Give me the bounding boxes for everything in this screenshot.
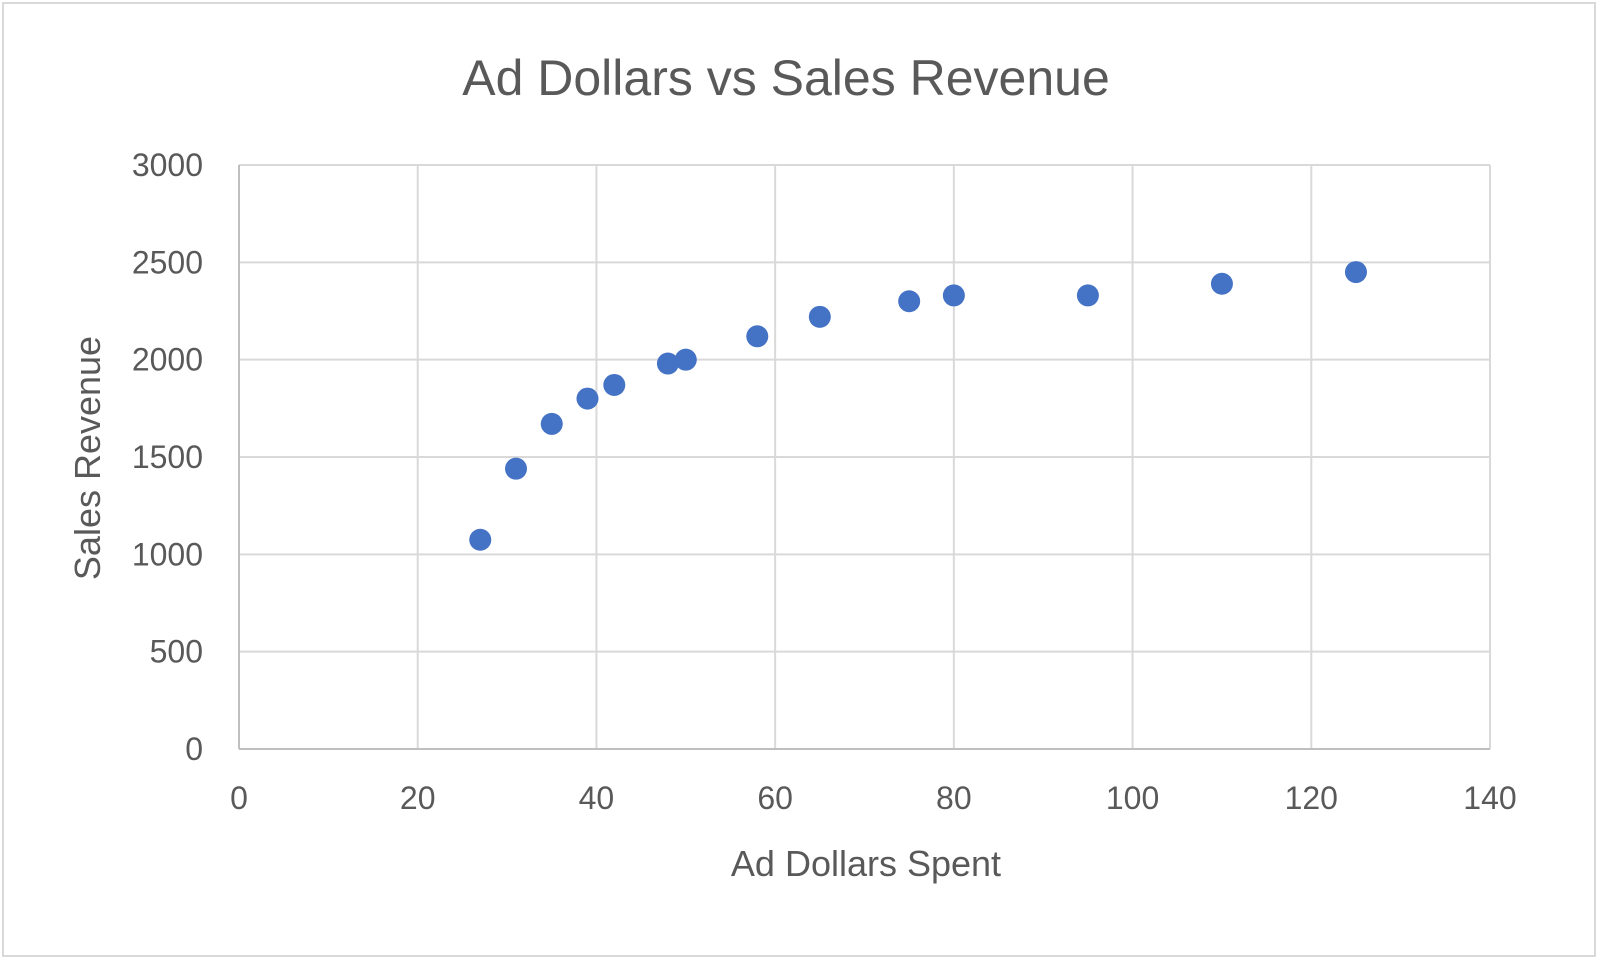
data-point <box>1076 284 1099 307</box>
y-tick-label: 2000 <box>132 342 203 378</box>
y-tick-label: 3000 <box>132 147 203 183</box>
x-tick-label: 40 <box>579 780 615 816</box>
data-point <box>603 373 626 396</box>
data-point <box>674 348 697 371</box>
scatter-chart: Ad Dollars vs Sales Revenue 050010001500… <box>67 50 1517 884</box>
x-tick-label: 140 <box>1463 780 1516 816</box>
x-tick-label: 80 <box>936 780 972 816</box>
data-point <box>808 305 831 328</box>
x-tick-label: 0 <box>230 780 248 816</box>
x-tick-label: 120 <box>1285 780 1338 816</box>
y-tick-labels: 0 500 1000 1500 2000 2500 3000 <box>132 147 203 767</box>
y-tick-label: 2500 <box>132 244 203 280</box>
y-axis-title: Sales Revenue <box>67 336 108 580</box>
data-point <box>1210 272 1233 295</box>
data-point <box>746 325 769 348</box>
data-point <box>1344 261 1367 284</box>
y-tick-label: 1500 <box>132 439 203 475</box>
data-point <box>469 528 492 551</box>
x-tick-label: 20 <box>400 780 436 816</box>
x-tick-label: 60 <box>757 780 793 816</box>
data-point <box>656 352 679 375</box>
x-tick-label: 100 <box>1106 780 1159 816</box>
y-tick-label: 1000 <box>132 536 203 572</box>
axes <box>238 165 1490 750</box>
data-point <box>942 284 965 307</box>
y-tick-label: 0 <box>185 731 203 767</box>
x-axis-title: Ad Dollars Spent <box>731 843 1001 884</box>
data-points <box>469 261 1367 551</box>
data-point <box>898 290 921 313</box>
data-point <box>505 457 528 480</box>
data-point <box>540 412 563 435</box>
chart-title: Ad Dollars vs Sales Revenue <box>462 50 1110 106</box>
data-point <box>576 387 599 410</box>
x-tick-labels: 0 20 40 60 80 100 120 140 <box>230 780 1517 816</box>
y-tick-label: 500 <box>150 634 203 670</box>
gridlines <box>239 164 1491 749</box>
